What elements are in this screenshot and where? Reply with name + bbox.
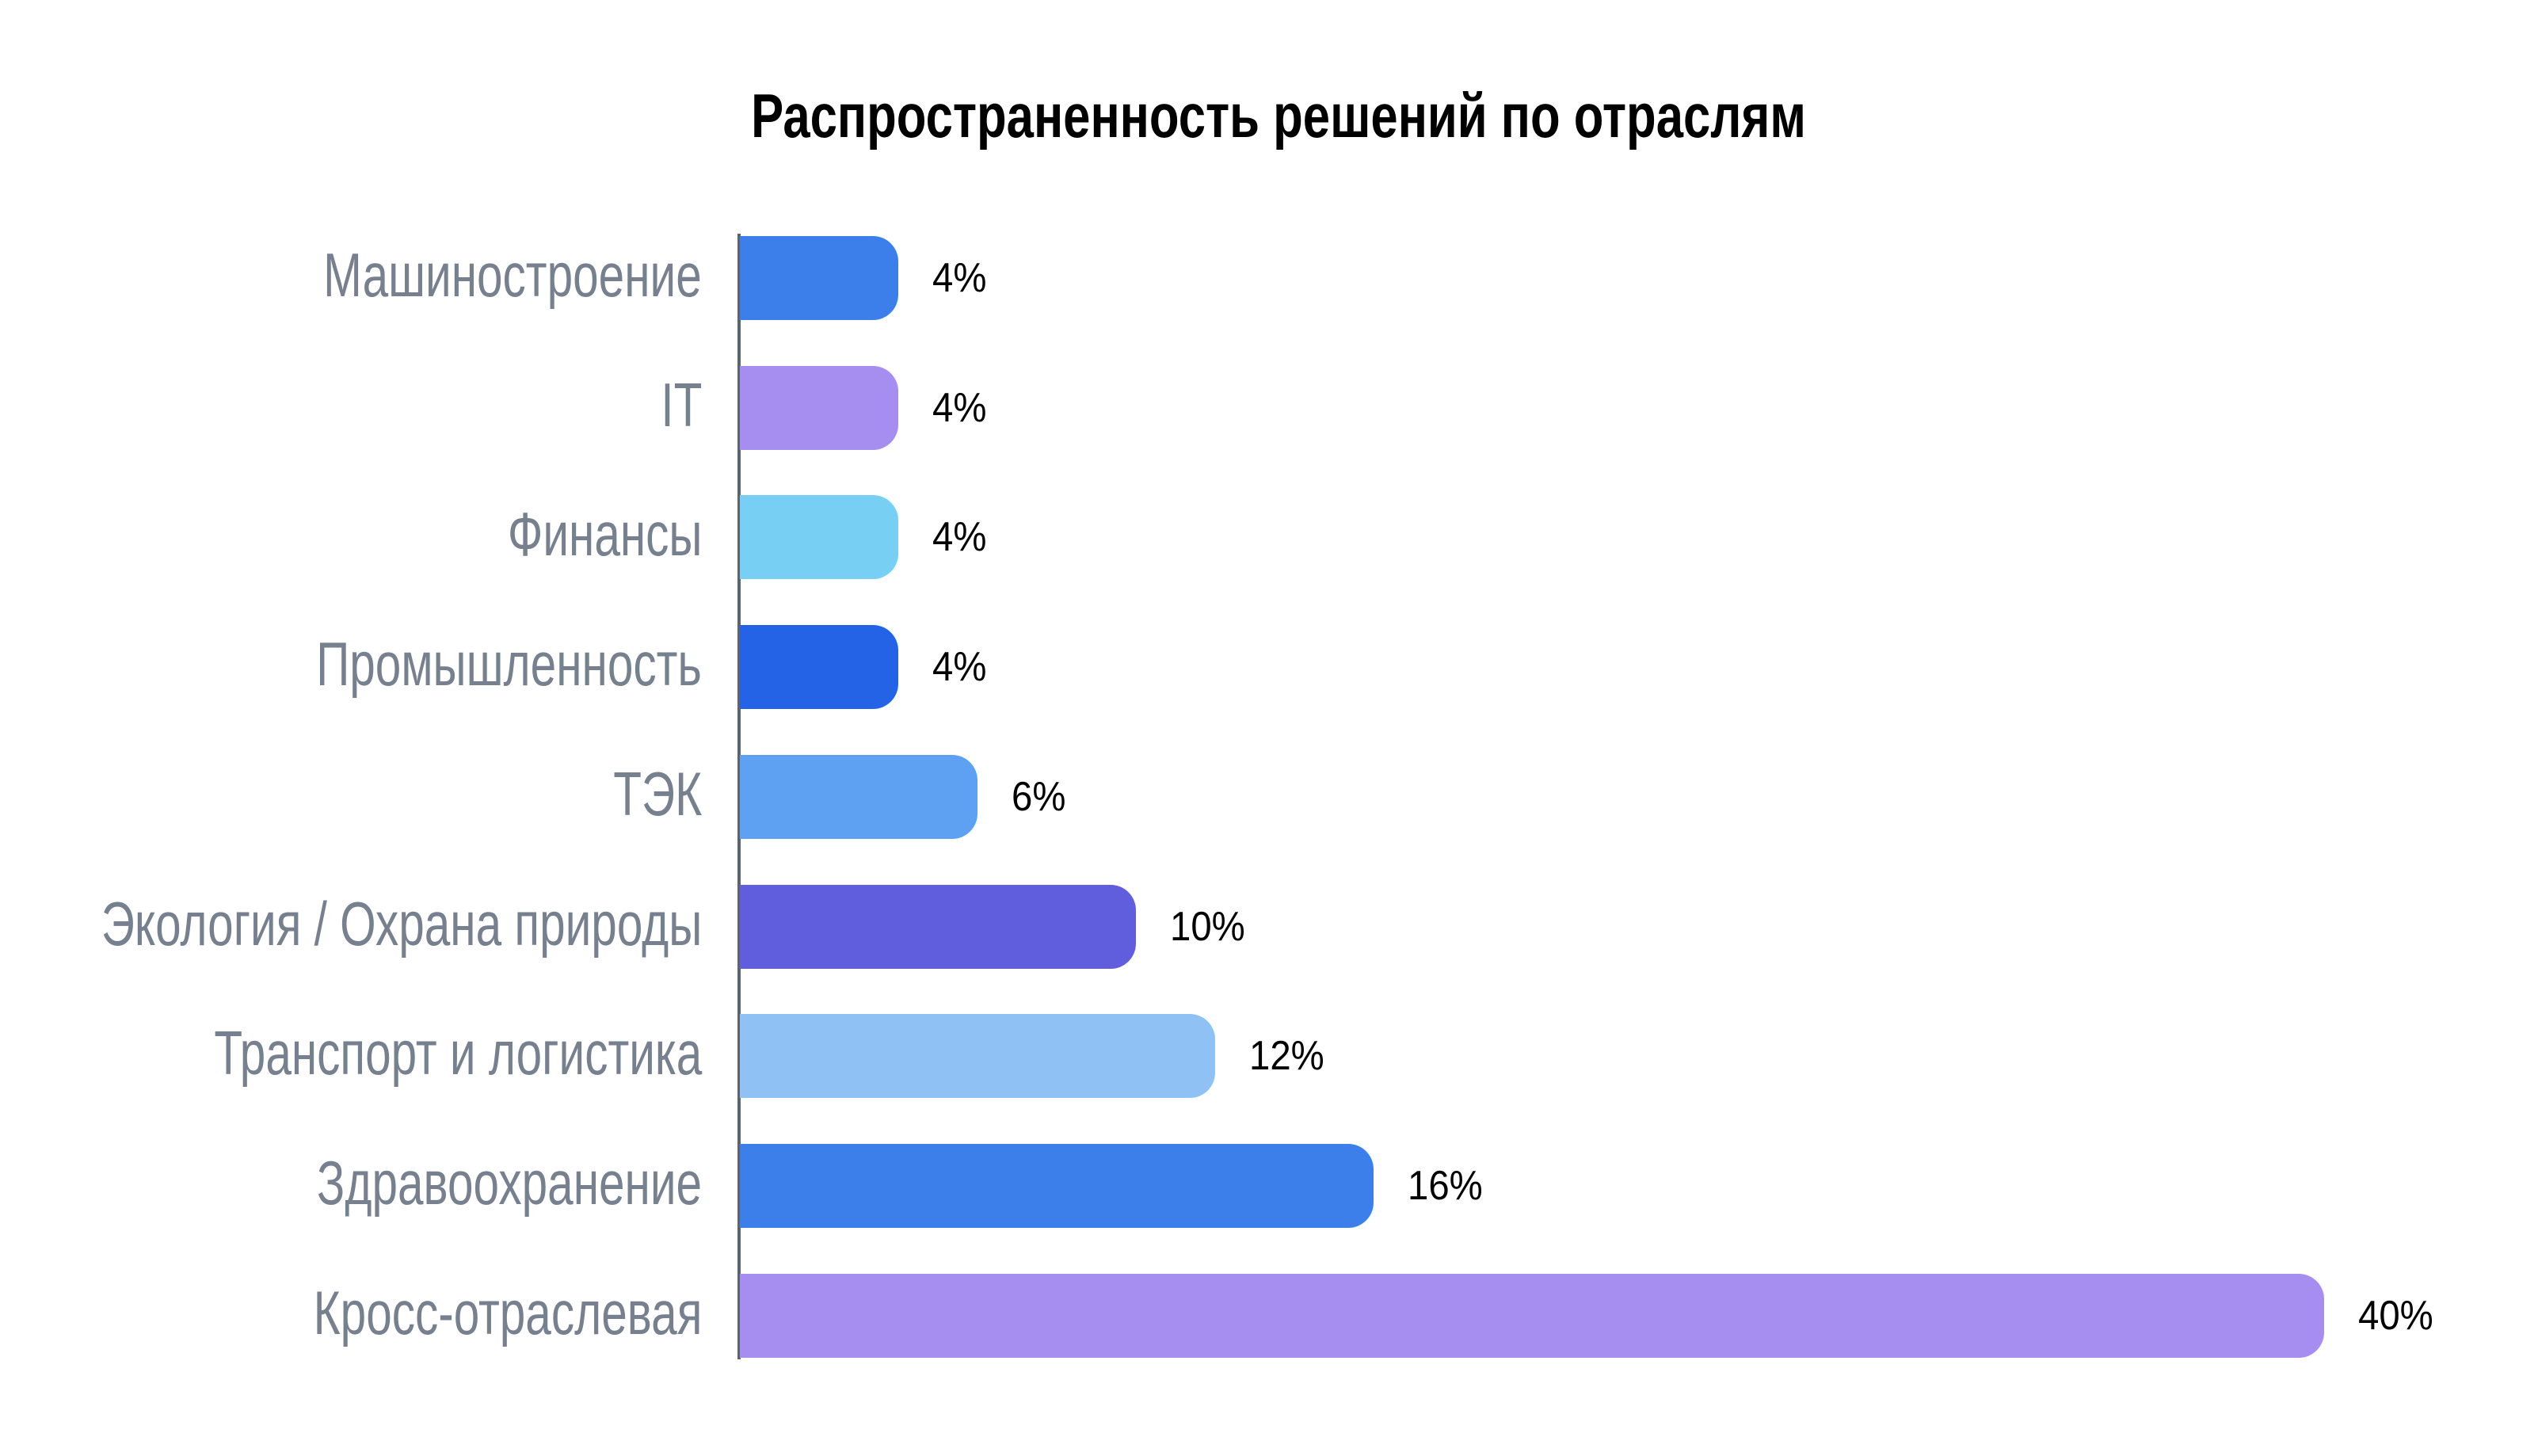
bar (740, 1143, 1374, 1228)
bar-row: Экология / Охрана природы 10% (0, 884, 2538, 969)
bar-row: Машиностроение 4% (0, 236, 2538, 320)
value-label: 4% (932, 514, 987, 561)
value-label: 10% (1170, 903, 1245, 950)
bar (740, 365, 898, 450)
chart-title: Распространенность решений по отраслям (751, 81, 1806, 151)
bar (740, 884, 1136, 969)
bar-row: Финансы 4% (0, 495, 2538, 580)
bar-row: IT 4% (0, 365, 2538, 450)
value-label: 6% (1012, 773, 1066, 820)
bar-row: Транспорт и логистика 12% (0, 1014, 2538, 1099)
value-label: 4% (932, 255, 987, 301)
category-label: Финансы (507, 499, 702, 570)
category-label: Машиностроение (323, 240, 702, 310)
bar (740, 1014, 1215, 1099)
bar (740, 495, 898, 580)
bar (740, 236, 898, 320)
bar-row: Кросс-отраслевая 40% (0, 1273, 2538, 1358)
bar-row: ТЭК 6% (0, 754, 2538, 839)
category-label: Экология / Охрана природы (101, 888, 702, 959)
category-label: Промышленность (316, 629, 702, 699)
bar-row: Здравоохранение 16% (0, 1143, 2538, 1228)
value-label: 40% (2358, 1292, 2433, 1339)
value-label: 12% (1249, 1033, 1324, 1080)
category-label: Транспорт и логистика (214, 1018, 702, 1088)
category-label: Кросс-отраслевая (313, 1277, 702, 1347)
value-label: 4% (932, 384, 987, 431)
bar (740, 1273, 2324, 1358)
bar (740, 625, 898, 710)
category-axis-line (737, 234, 741, 1359)
bar (740, 754, 977, 839)
category-label: Здравоохранение (316, 1147, 702, 1218)
category-label: ТЭК (613, 758, 702, 829)
value-label: 4% (932, 644, 987, 691)
bar-row: Промышленность 4% (0, 625, 2538, 710)
value-label: 16% (1408, 1162, 1483, 1209)
category-label: IT (661, 369, 702, 440)
